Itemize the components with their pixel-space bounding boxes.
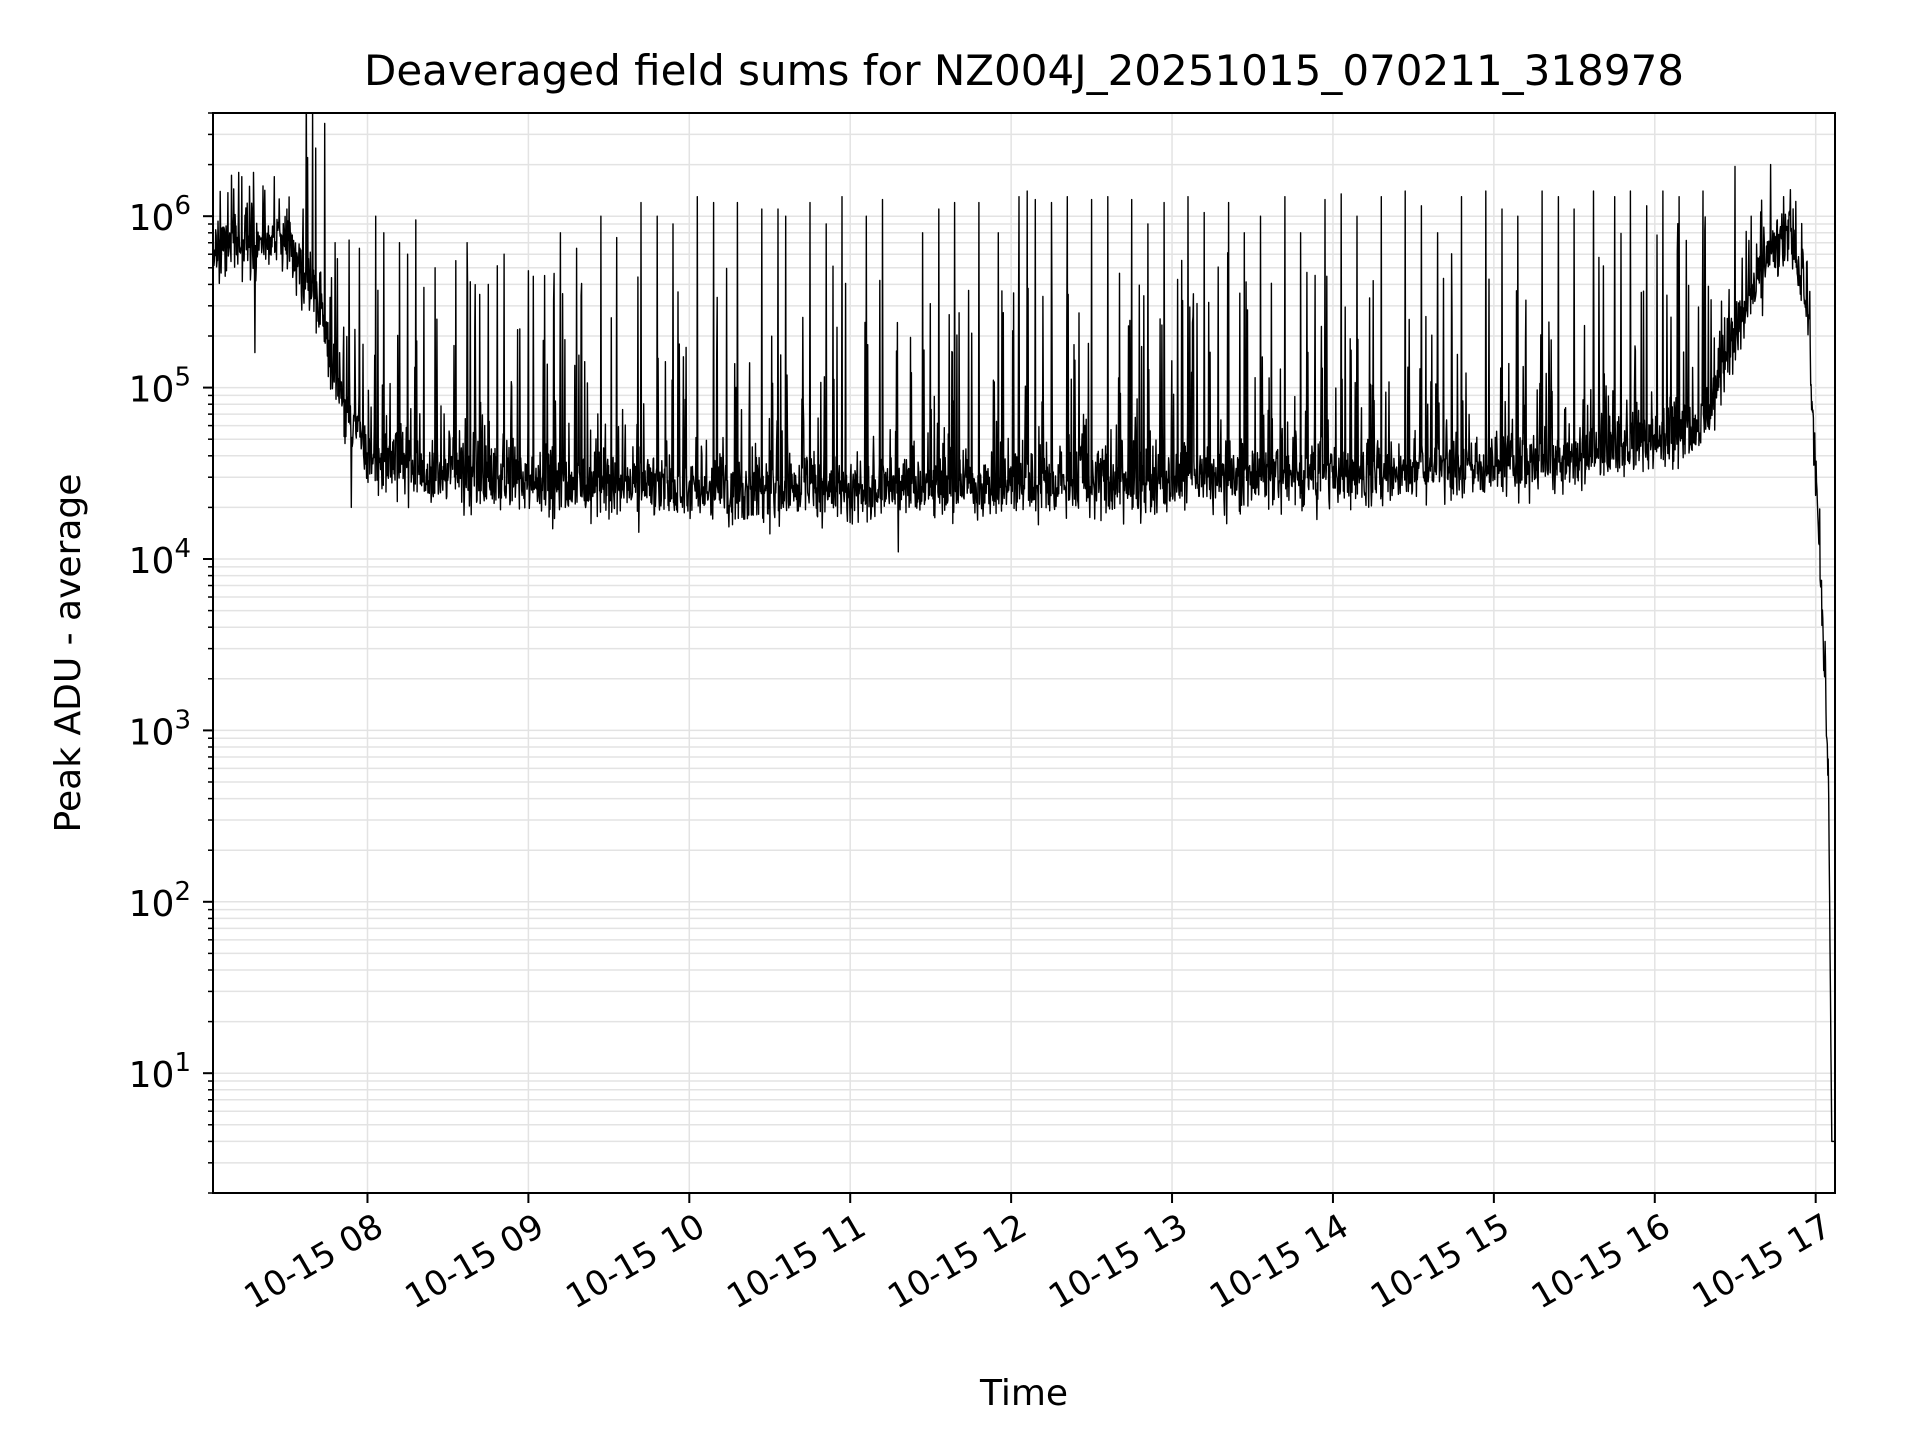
y-tick-label: 102 [129, 877, 191, 925]
y-tick-label: 105 [129, 363, 191, 411]
y-tick-label: 106 [129, 191, 191, 239]
plot-frame [212, 112, 1836, 1194]
y-axis-label: Peak ADU - average [48, 474, 89, 833]
data-series [213, 113, 1835, 1143]
y-tick-label: 103 [129, 705, 191, 753]
chart-title: Deaveraged field sums for NZ004J_2025101… [364, 46, 1684, 95]
x-axis-label: Time [979, 1373, 1068, 1414]
series-line [213, 113, 1835, 1143]
y-tick-label: 104 [129, 534, 191, 582]
y-tick-label: 101 [129, 1048, 191, 1096]
